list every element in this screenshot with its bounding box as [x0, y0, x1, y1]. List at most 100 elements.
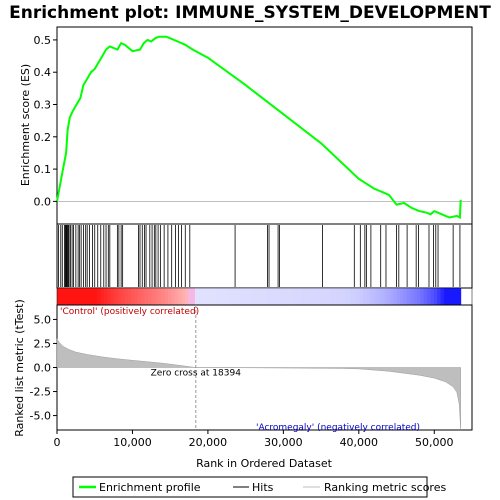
color-bar-segment — [195, 288, 199, 305]
color-bar-segment — [188, 288, 192, 305]
color-bar-segment — [403, 288, 407, 305]
color-bar-segment — [205, 288, 209, 305]
color-bar-segment — [118, 288, 122, 305]
es-y-tick-label: 0.1 — [34, 163, 52, 176]
color-bar-segment — [259, 288, 263, 305]
color-bar-segment — [360, 288, 364, 305]
color-bar-segment — [336, 288, 340, 305]
color-bar-segment — [269, 288, 273, 305]
color-bar-segment — [319, 288, 323, 305]
color-bar-segment — [67, 288, 71, 305]
es-panel-frame — [57, 27, 472, 224]
color-bar-segment — [417, 288, 421, 305]
x-tick-label: 40,000 — [340, 436, 379, 449]
color-bar-segment — [296, 288, 300, 305]
color-bar-segment — [151, 288, 155, 305]
color-bar-segment — [124, 288, 128, 305]
color-bar-segment — [447, 288, 451, 305]
es-y-tick-label: 0.5 — [34, 34, 52, 47]
color-bar-segment — [222, 288, 226, 305]
color-bar-segment — [397, 288, 401, 305]
color-bar-segment — [451, 288, 455, 305]
color-bar-segment — [107, 288, 111, 305]
color-bar-segment — [81, 288, 85, 305]
color-bar-segment — [242, 288, 246, 305]
color-bar-segment — [272, 288, 276, 305]
x-axis-label: Rank in Ordered Dataset — [196, 457, 333, 470]
metric-y-tick-label: -5.0 — [30, 410, 51, 423]
color-bar-segment — [299, 288, 303, 305]
color-bar-segment — [229, 288, 233, 305]
negative-correlation-label: 'Acromegaly' (negatively correlated) — [256, 423, 420, 433]
color-bar-segment — [148, 288, 152, 305]
color-bar-segment — [121, 288, 125, 305]
color-bar-segment — [454, 288, 458, 305]
color-bar-segment — [215, 288, 219, 305]
color-bar-segment — [141, 288, 145, 305]
chart-title: Enrichment plot: IMMUNE_SYSTEM_DEVELOPME… — [9, 3, 491, 23]
color-bar-segment — [340, 288, 344, 305]
color-bar-segment — [255, 288, 259, 305]
color-bar-segment — [323, 288, 327, 305]
color-bar-segment — [158, 288, 162, 305]
color-bar-segment — [350, 288, 354, 305]
color-bar-segment — [387, 288, 391, 305]
x-tick-label: 20,000 — [189, 436, 228, 449]
metric-y-axis-label: Ranked list metric (tTest) — [13, 299, 26, 436]
legend: Enrichment profile Hits Ranking metric s… — [73, 477, 446, 497]
color-bar-segment — [306, 288, 310, 305]
color-bar-segment — [252, 288, 256, 305]
metric-y-tick-label: 2.5 — [34, 337, 52, 350]
metric-y-tick-label: 0.0 — [34, 362, 52, 375]
color-bar-segment — [245, 288, 249, 305]
color-bar-segment — [289, 288, 293, 305]
color-bar-segment — [292, 288, 296, 305]
color-bar-segment — [192, 288, 196, 305]
color-bar-segment — [309, 288, 313, 305]
color-bar-segment — [437, 288, 441, 305]
metric-y-tick-label: 5.0 — [34, 313, 52, 326]
color-bar-segment — [276, 288, 280, 305]
color-bar-segment — [326, 288, 330, 305]
color-bar-segment — [232, 288, 236, 305]
positive-correlation-label: 'Control' (positively correlated) — [60, 307, 199, 317]
color-bar-segment — [168, 288, 172, 305]
color-bar-segment — [457, 288, 461, 305]
color-bar-segment — [198, 288, 202, 305]
x-tick-label: 50,000 — [415, 436, 454, 449]
color-bar-segment — [414, 288, 418, 305]
color-bar-segment — [208, 288, 212, 305]
x-tick-label: 10,000 — [113, 436, 152, 449]
color-bar-segment — [444, 288, 448, 305]
color-bar-segment — [74, 288, 78, 305]
color-bar-segment — [393, 288, 397, 305]
color-bar-segment — [134, 288, 138, 305]
color-bar-segment — [101, 288, 105, 305]
es-y-tick-label: 0.0 — [34, 195, 52, 208]
color-bar-segment — [377, 288, 381, 305]
color-bar-segment — [380, 288, 384, 305]
color-bar-segment — [111, 288, 115, 305]
es-y-axis: 0.0 0.1 0.2 0.3 0.4 0.5 — [34, 34, 58, 208]
color-bar-segment — [316, 288, 320, 305]
color-bar-segment — [57, 288, 61, 305]
color-bar-segment — [400, 288, 404, 305]
color-bar-segment — [353, 288, 357, 305]
color-bar-segment — [266, 288, 270, 305]
color-bar-segment — [235, 288, 239, 305]
color-bar-segment — [77, 288, 81, 305]
metric-y-axis: -5.0 -2.5 0.0 2.5 5.0 — [30, 313, 57, 422]
color-bar-segment — [333, 288, 337, 305]
color-bar-segment — [407, 288, 411, 305]
legend-enrichment-label: Enrichment profile — [99, 481, 201, 494]
color-bar-segment — [434, 288, 438, 305]
color-bar-segment — [410, 288, 414, 305]
metric-y-tick-label: -2.5 — [30, 386, 51, 399]
color-bar-segment — [329, 288, 333, 305]
color-bar-segment — [282, 288, 286, 305]
color-bar-segment — [430, 288, 434, 305]
es-y-tick-label: 0.2 — [34, 131, 52, 144]
color-bar-segment — [262, 288, 266, 305]
color-bar-segment — [91, 288, 95, 305]
color-bar-segment — [383, 288, 387, 305]
